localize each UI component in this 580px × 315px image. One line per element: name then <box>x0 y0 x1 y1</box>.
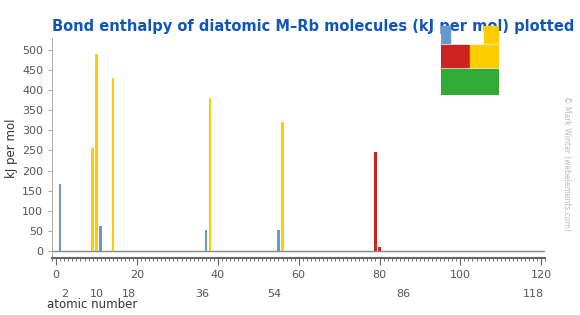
Y-axis label: kJ per mol: kJ per mol <box>5 118 18 178</box>
Text: 18: 18 <box>122 289 136 299</box>
Text: 54: 54 <box>267 289 281 299</box>
Bar <box>96 54 98 251</box>
Bar <box>277 230 280 251</box>
Bar <box>281 122 284 251</box>
Bar <box>111 78 114 251</box>
Text: 36: 36 <box>195 289 209 299</box>
Bar <box>441 45 469 67</box>
Bar <box>441 69 498 94</box>
Bar <box>205 230 207 251</box>
Text: 118: 118 <box>523 289 543 299</box>
Bar <box>484 26 498 43</box>
Bar <box>209 98 211 251</box>
Bar <box>100 226 102 251</box>
Bar <box>441 26 450 43</box>
Bar <box>59 184 61 251</box>
Bar <box>92 148 94 251</box>
Bar <box>374 152 376 251</box>
Text: 86: 86 <box>397 289 411 299</box>
Bar <box>378 247 380 251</box>
Bar <box>470 45 498 67</box>
Text: © Mark Winter (webelements.com): © Mark Winter (webelements.com) <box>562 96 571 231</box>
Text: atomic number: atomic number <box>47 298 137 311</box>
Text: Bond enthalpy of diatomic M–Rb molecules (kJ per mol) plotted against atomic num: Bond enthalpy of diatomic M–Rb molecules… <box>52 19 580 34</box>
Text: 10: 10 <box>90 289 104 299</box>
Text: 2: 2 <box>61 289 68 299</box>
